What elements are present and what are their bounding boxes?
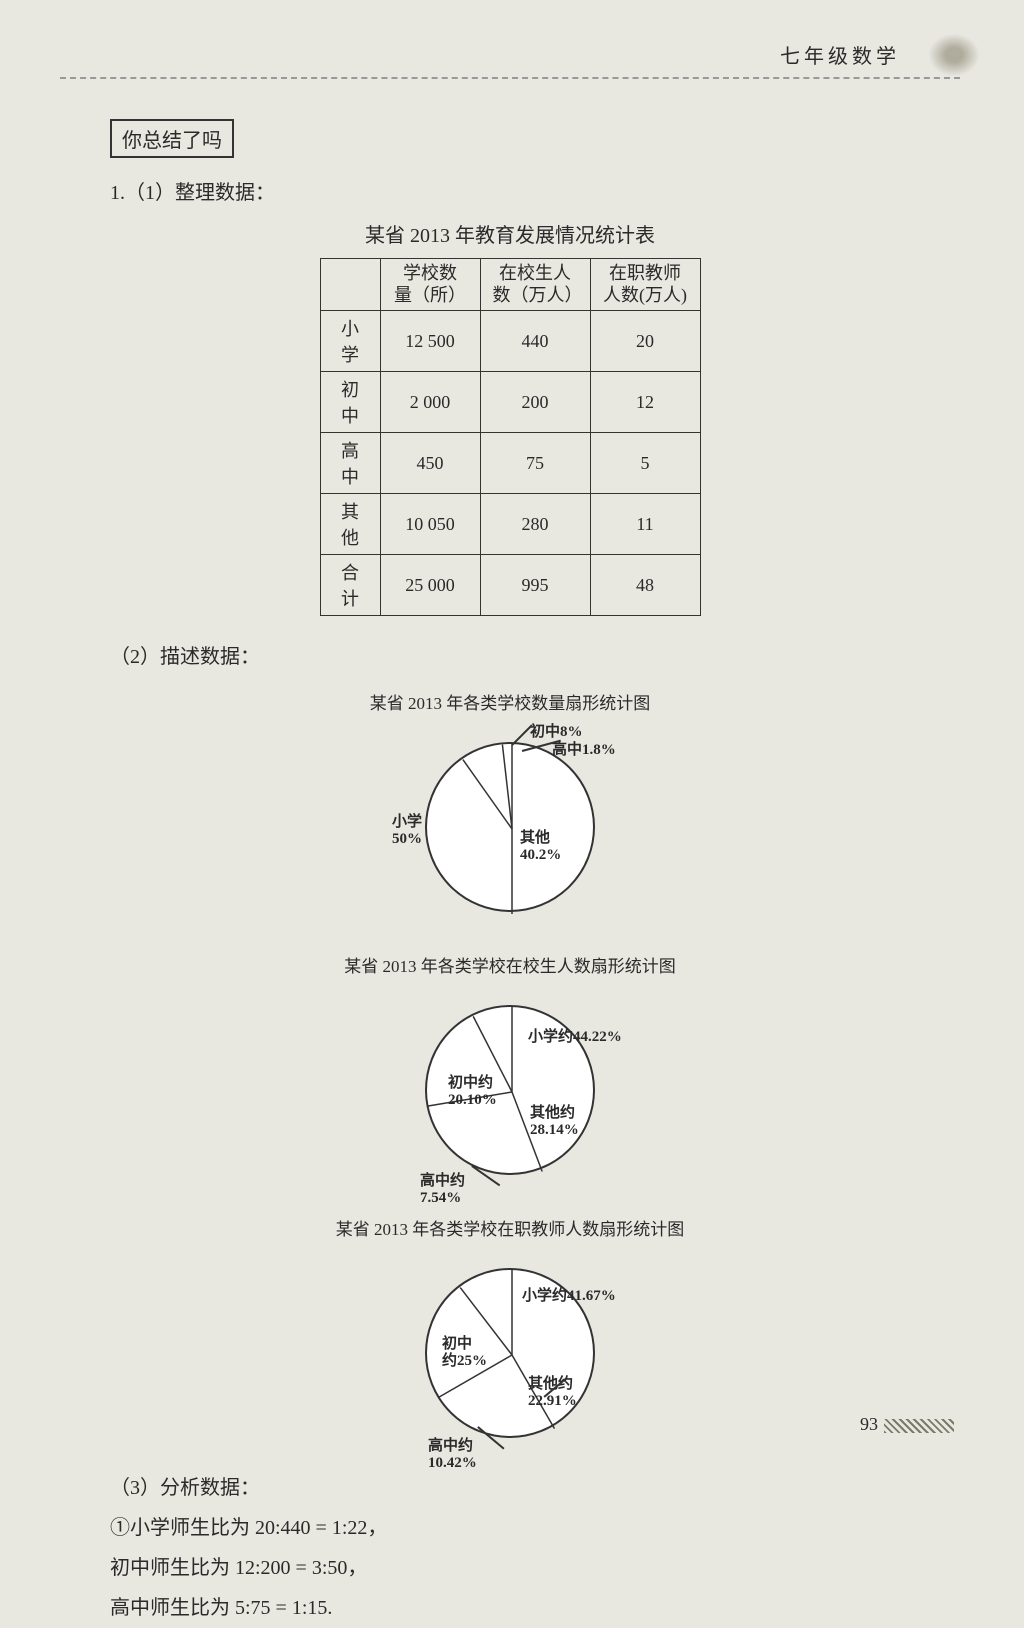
- pie1-label-primary: 小学50%: [392, 814, 422, 847]
- table-row: 高中450755: [320, 433, 700, 494]
- pie1-circle: [425, 742, 595, 912]
- table-cell: 20: [590, 311, 700, 372]
- table-row: 其他10 05028011: [320, 494, 700, 555]
- table-cell: 高中: [320, 433, 380, 494]
- table-cell: 小学: [320, 311, 380, 372]
- table-cell: 11: [590, 494, 700, 555]
- pie2-label-senior: 高中约7.54%: [420, 1173, 465, 1206]
- table-cell: 48: [590, 555, 700, 616]
- analysis-lines: ①小学师生比为 20:440 = 1:22，初中师生比为 12:200 = 3:…: [110, 1508, 960, 1628]
- pie2-label-primary: 小学约44.22%: [528, 1029, 622, 1046]
- pie3-label-junior: 初中约25%: [442, 1336, 487, 1369]
- table-row: 合计25 00099548: [320, 555, 700, 616]
- section-box-title: 你总结了吗: [110, 119, 234, 158]
- analysis-line: 高中师生比为 5:75 = 1:15.: [110, 1588, 960, 1628]
- header-divider: [60, 77, 960, 79]
- pie1-label-junior: 初中8%: [530, 724, 583, 741]
- table-header-cell: 在职教师人数(万人): [590, 259, 700, 311]
- item-1-text: 1.（1）整理数据：: [110, 176, 960, 205]
- table-cell: 25 000: [380, 555, 480, 616]
- pie2-title: 某省 2013 年各类学校在校生人数扇形统计图: [60, 952, 960, 977]
- table-cell: 2 000: [380, 372, 480, 433]
- pie2-label-other: 其他约28.14%: [530, 1105, 579, 1138]
- table-cell: 995: [480, 555, 590, 616]
- analysis-line: ①小学师生比为 20:440 = 1:22，: [110, 1508, 960, 1548]
- pie1-label-other: 其他40.2%: [520, 830, 561, 863]
- table-header-row: 学校数量（所）在校生人数（万人）在职教师人数(万人): [320, 259, 700, 311]
- table-cell: 合计: [320, 555, 380, 616]
- table-title: 某省 2013 年教育发展情况统计表: [60, 219, 960, 248]
- table-header-cell: [320, 259, 380, 311]
- pie3-chart: 小学约41.67% 初中约25% 其他约22.91% 高中约10.42%: [380, 1248, 640, 1458]
- table-cell: 440: [480, 311, 590, 372]
- item-2-text: （2）描述数据：: [110, 640, 960, 669]
- pie2-label-junior: 初中约20.10%: [448, 1075, 497, 1108]
- table-cell: 12: [590, 372, 700, 433]
- pie3-title: 某省 2013 年各类学校在职教师人数扇形统计图: [60, 1215, 960, 1240]
- pie1-chart: 小学50% 其他40.2% 初中8% 高中1.8%: [380, 722, 640, 932]
- page-number: 93: [860, 1414, 954, 1435]
- table-cell: 75: [480, 433, 590, 494]
- pie1-label-senior: 高中1.8%: [552, 742, 616, 759]
- table-row: 小学12 50044020: [320, 311, 700, 372]
- table-cell: 10 050: [380, 494, 480, 555]
- statistics-table: 学校数量（所）在校生人数（万人）在职教师人数(万人) 小学12 50044020…: [320, 258, 701, 616]
- table-cell: 200: [480, 372, 590, 433]
- item-3-head: （3）分析数据：: [110, 1468, 960, 1508]
- table-cell: 12 500: [380, 311, 480, 372]
- analysis-line: 初中师生比为 12:200 = 3:50，: [110, 1548, 960, 1588]
- table-header-cell: 在校生人数（万人）: [480, 259, 590, 311]
- pie3-label-senior: 高中约10.42%: [428, 1438, 477, 1471]
- page-content: 七年级数学 你总结了吗 1.（1）整理数据： 某省 2013 年教育发展情况统计…: [60, 40, 960, 1628]
- pie3-label-primary: 小学约41.67%: [522, 1288, 616, 1305]
- table-row: 初中2 00020012: [320, 372, 700, 433]
- page-subject: 七年级数学: [60, 40, 960, 69]
- table-header-cell: 学校数量（所）: [380, 259, 480, 311]
- pie1-title: 某省 2013 年各类学校数量扇形统计图: [60, 689, 960, 714]
- pie3-label-other: 其他约22.91%: [528, 1376, 577, 1409]
- table-cell: 450: [380, 433, 480, 494]
- table-cell: 280: [480, 494, 590, 555]
- table-cell: 其他: [320, 494, 380, 555]
- pie2-chart: 小学约44.22% 其他约28.14% 初中约20.10% 高中约7.54%: [380, 985, 640, 1195]
- table-cell: 5: [590, 433, 700, 494]
- table-cell: 初中: [320, 372, 380, 433]
